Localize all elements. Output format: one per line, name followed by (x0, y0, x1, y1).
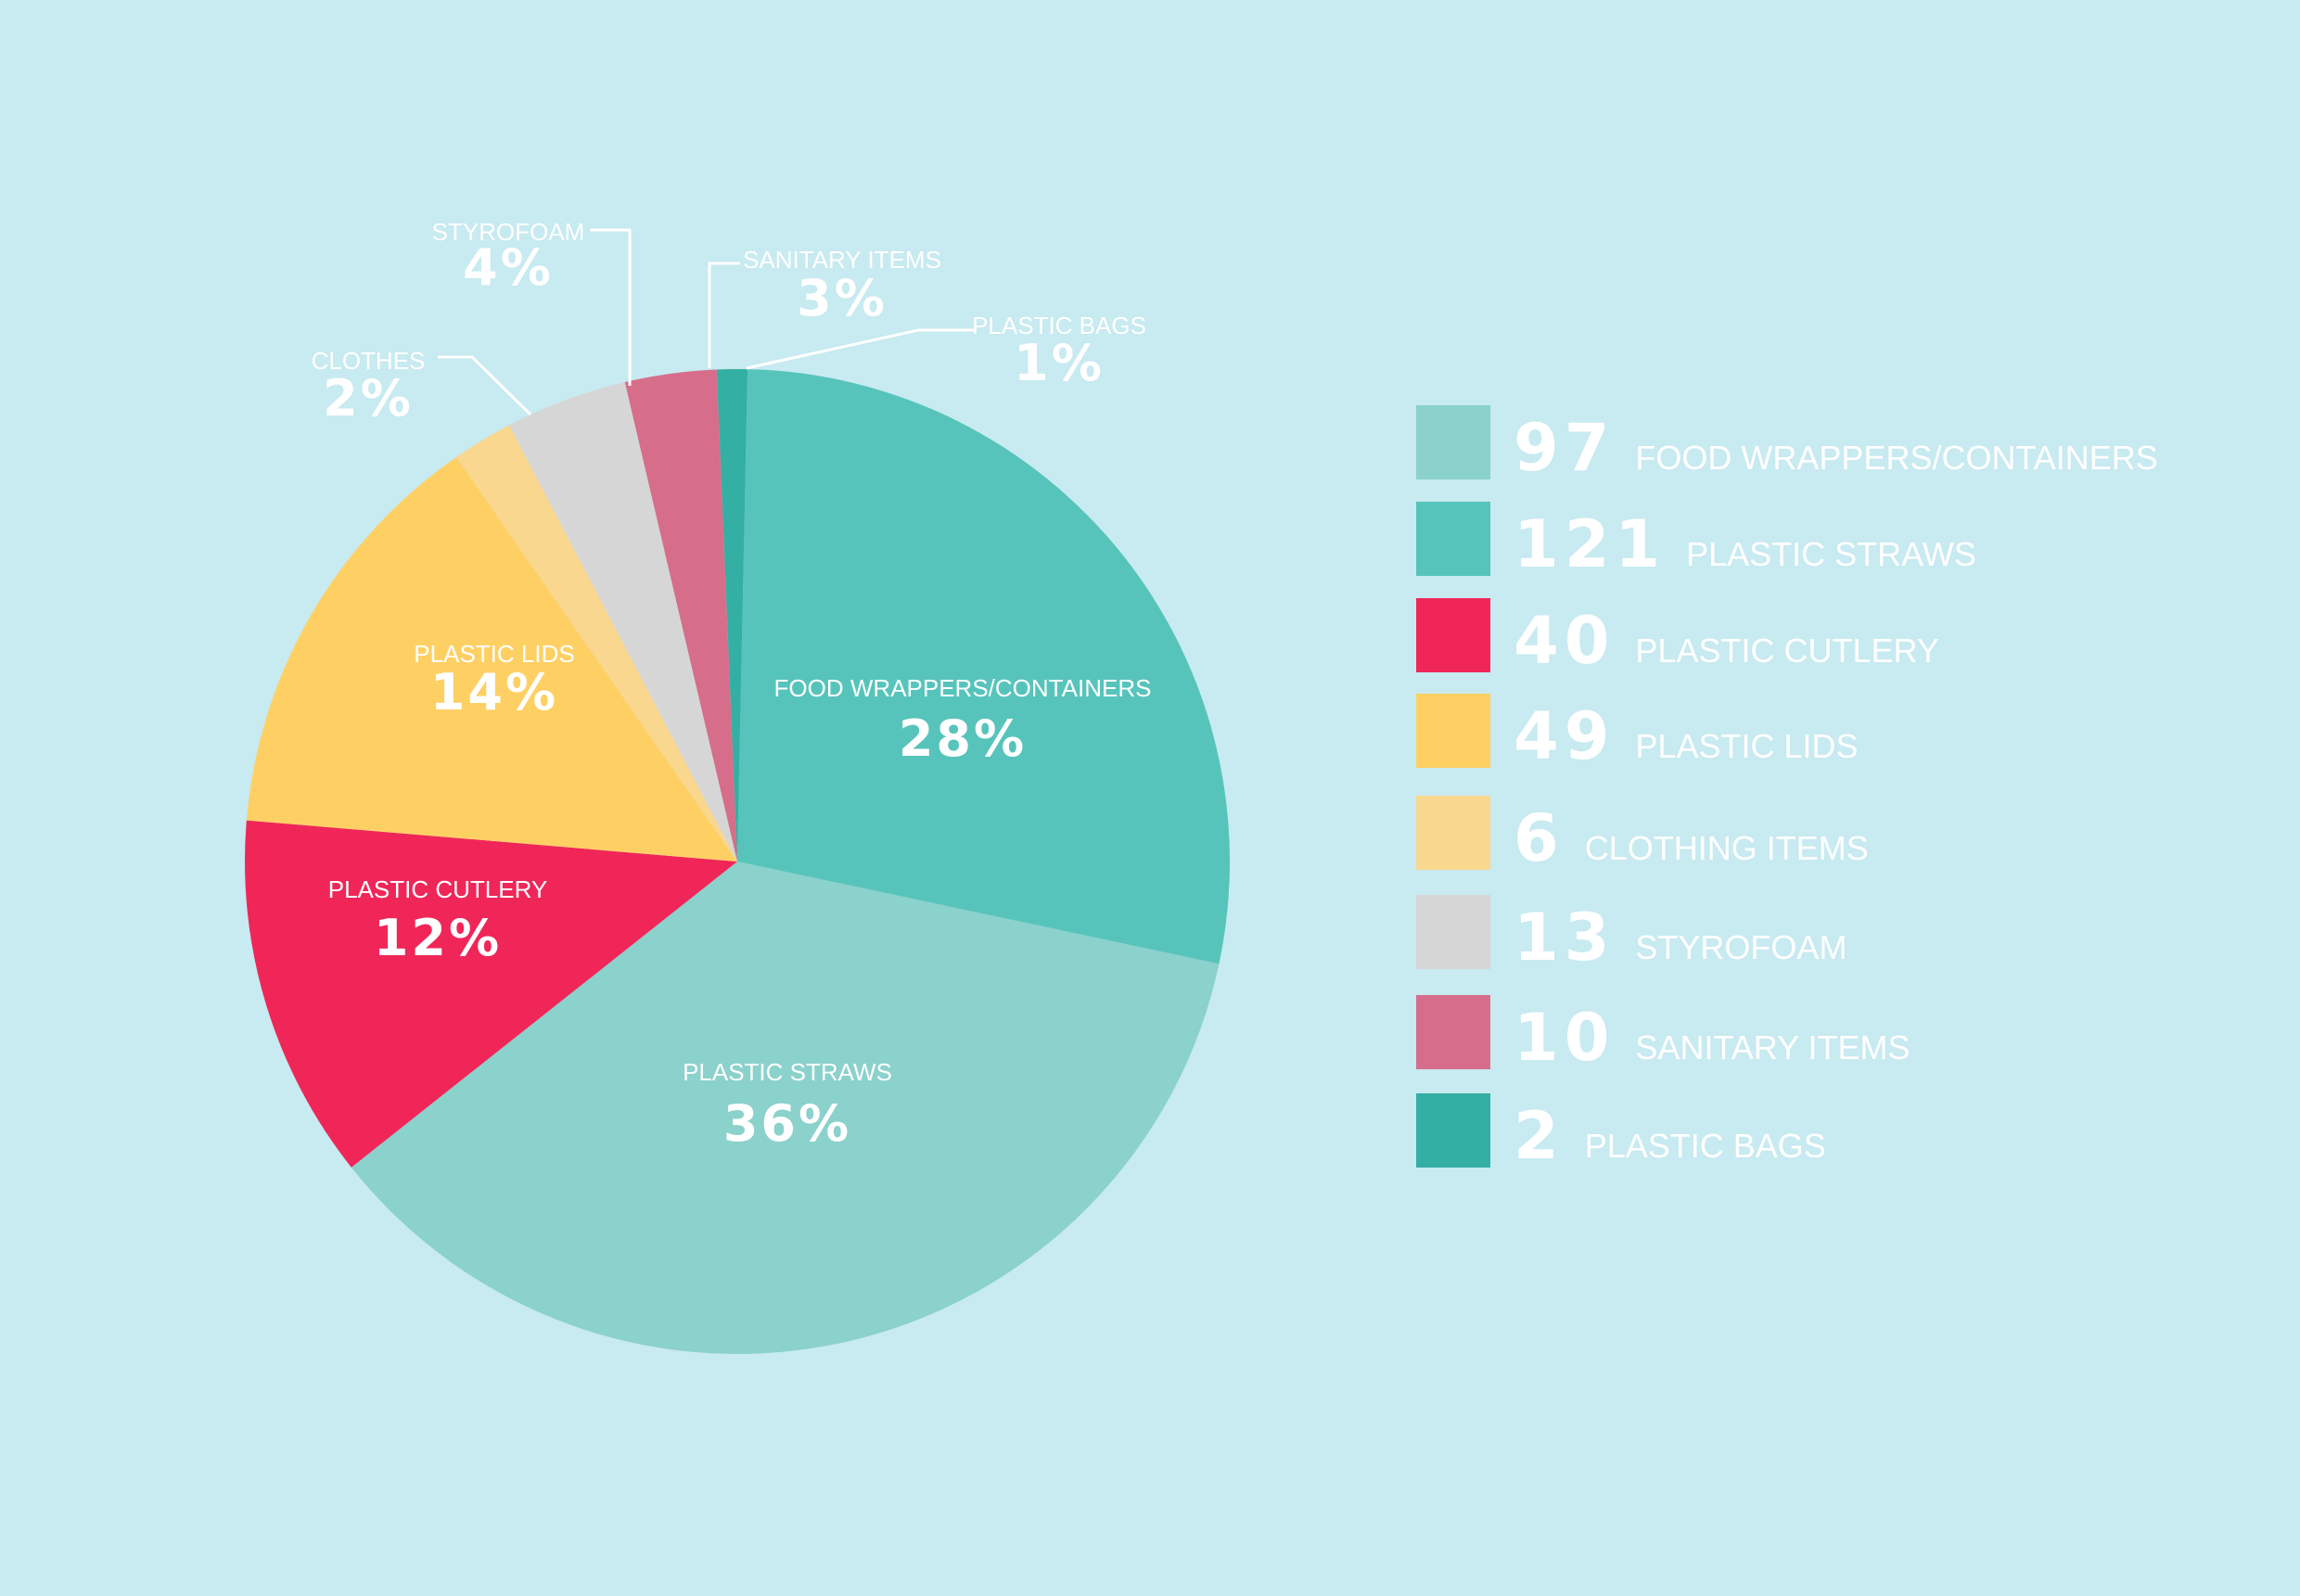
leader-line-clothes (438, 355, 532, 416)
pie-slice-plastic-lids (246, 456, 737, 862)
leader-lines (438, 228, 974, 416)
legend-swatch (1416, 796, 1490, 870)
legend-count: 10 (1514, 1000, 1615, 1076)
legend-label: PLASTIC STRAWS (1686, 535, 1976, 573)
pie-slice-sanitary-items (624, 369, 737, 862)
legend-label: SANITARY ITEMS (1635, 1028, 1910, 1066)
pie-slice-plastic-bags (716, 369, 748, 862)
legend-label: PLASTIC CUTLERY (1635, 632, 1938, 670)
slice-percent-plastic-lids: 14% (430, 663, 558, 721)
legend-item-food-wrappers-containers: 97 FOOD WRAPPERS/CONTAINERS (1416, 405, 2158, 486)
leader-line-styrofoam (590, 228, 632, 386)
slice-percent-sanitary-items: 3% (797, 269, 888, 327)
legend-item-styrofoam: 13 STYROFOAM (1416, 895, 1846, 976)
legend-count: 49 (1514, 698, 1615, 774)
slice-percent-plastic-bags: 1% (1014, 334, 1105, 392)
slice-label-plastic-cutlery: PLASTIC CUTLERY (328, 875, 547, 903)
slice-label-plastic-lids: PLASTIC LIDS (414, 640, 574, 668)
legend-count: 6 (1514, 800, 1565, 876)
leader-line-sanitary-items (708, 262, 740, 368)
legend-swatch (1416, 598, 1490, 672)
slice-percent-food-wrappers-containers: 28% (899, 709, 1027, 768)
slice-label-food-wrappers-containers: FOOD WRAPPERS/CONTAINERS (774, 674, 1152, 702)
slice-label-plastic-bags: PLASTIC BAGS (972, 312, 1146, 339)
legend-label: STYROFOAM (1635, 928, 1846, 966)
pie-slices (244, 369, 1231, 1355)
leader-line-plastic-bags (746, 328, 974, 370)
legend-count: 40 (1514, 603, 1615, 679)
legend-label: PLASTIC BAGS (1585, 1127, 1826, 1165)
legend-swatch (1416, 895, 1490, 969)
slice-percent-plastic-straws: 36% (723, 1094, 851, 1153)
pie-slice-styrofoam (508, 382, 737, 862)
legend-swatch (1416, 1093, 1490, 1168)
legend-swatch (1416, 995, 1490, 1069)
legend-label: FOOD WRAPPERS/CONTAINERS (1635, 439, 2157, 477)
legend-count: 13 (1514, 900, 1615, 976)
legend-item-sanitary-items: 10 SANITARY ITEMS (1416, 995, 1910, 1076)
slice-percent-clothes: 2% (323, 369, 414, 428)
slice-label-plastic-straws: PLASTIC STRAWS (683, 1058, 892, 1086)
legend-swatch (1416, 694, 1490, 768)
pie-slice-plastic-straws (351, 862, 1220, 1355)
legend-item-clothing-items: 6 CLOTHING ITEMS (1416, 796, 1869, 876)
legend-label: PLASTIC LIDS (1635, 727, 1858, 765)
slice-percent-styrofoam: 4% (463, 238, 554, 297)
legend-item-plastic-cutlery: 40 PLASTIC CUTLERY (1416, 598, 1939, 679)
legend-count: 2 (1514, 1098, 1565, 1174)
legend-item-plastic-lids: 49 PLASTIC LIDS (1416, 694, 1859, 774)
slice-labels: FOOD WRAPPERS/CONTAINERS 28% PLASTIC STRAW… (312, 218, 1152, 1153)
legend-item-plastic-straws: 121 PLASTIC STRAWS (1416, 502, 1976, 582)
pie-slice-plastic-cutlery (244, 820, 738, 1168)
pie-slice-food-wrappers-containers (737, 369, 1231, 964)
legend-count: 97 (1514, 410, 1615, 486)
legend-item-plastic-bags: 2 PLASTIC BAGS (1416, 1093, 1826, 1174)
pie-slice-clothes (455, 425, 737, 862)
slice-label-styrofoam: STYROFOAM (432, 218, 585, 246)
legend-label: CLOTHING ITEMS (1585, 829, 1869, 867)
slice-label-sanitary-items: SANITARY ITEMS (743, 246, 941, 274)
legend: 97 FOOD WRAPPERS/CONTAINERS 121 PLASTIC STR… (1416, 405, 2158, 1174)
legend-count: 121 (1514, 506, 1666, 582)
legend-swatch (1416, 405, 1490, 479)
legend-swatch (1416, 502, 1490, 576)
slice-label-clothes: CLOTHES (312, 347, 426, 375)
slice-percent-plastic-cutlery: 12% (374, 909, 502, 967)
